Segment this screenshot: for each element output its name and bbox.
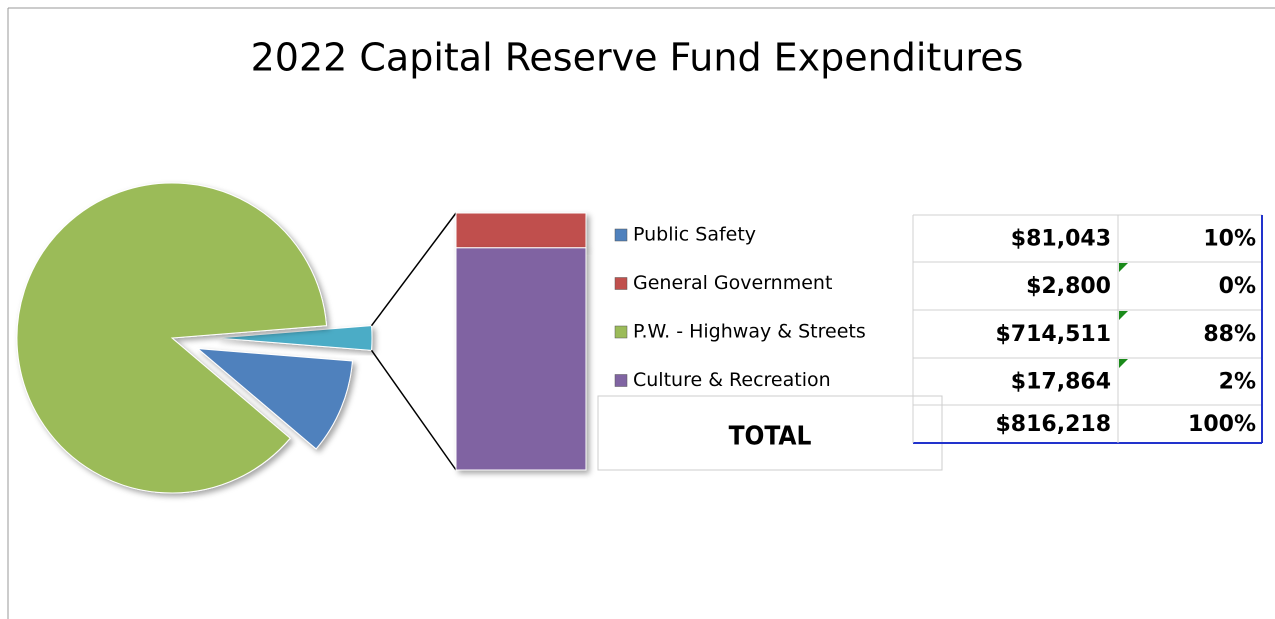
legend-swatch	[614, 374, 628, 387]
bar-segment	[455, 247, 587, 471]
pie-slice	[196, 348, 353, 450]
cell-flag	[1119, 311, 1128, 320]
table-cell: $2,800	[1026, 274, 1111, 299]
table-cell: $816,218	[995, 412, 1111, 437]
legend-swatch	[614, 228, 628, 242]
total-box	[597, 395, 943, 471]
legend-label: Public Safety	[633, 224, 756, 246]
legend-swatch	[614, 325, 628, 339]
pie-slice	[16, 182, 328, 494]
legend-label: Culture & Recreation	[633, 369, 831, 391]
table-cell: $714,511	[995, 322, 1111, 347]
table-cell: $17,864	[1011, 370, 1111, 395]
table-cell: 10%	[1203, 227, 1256, 252]
table-cell: 2%	[1219, 370, 1256, 395]
legend-swatch	[614, 277, 628, 290]
legend-label: P.W. - Highway & Streets	[633, 321, 866, 343]
cell-flag	[1119, 263, 1128, 272]
cell-flag	[1119, 359, 1128, 368]
connector	[370, 212, 457, 327]
connector	[370, 349, 457, 471]
table-cell: 0%	[1219, 274, 1256, 299]
table-cell: 88%	[1203, 322, 1256, 347]
bar-segment	[455, 212, 587, 249]
chart-title: 2022 Capital Reserve Fund Expenditures	[251, 36, 1024, 80]
pie-slice-other	[216, 325, 373, 351]
table-cell: $81,043	[1011, 227, 1111, 252]
legend-label: General Government	[633, 272, 832, 294]
total-label: TOTAL	[729, 422, 812, 452]
table-cell: 100%	[1188, 412, 1256, 437]
table: TOTAL $81,043 10% $2,800 0% $714,511 88% $17,8…	[597, 214, 1263, 471]
